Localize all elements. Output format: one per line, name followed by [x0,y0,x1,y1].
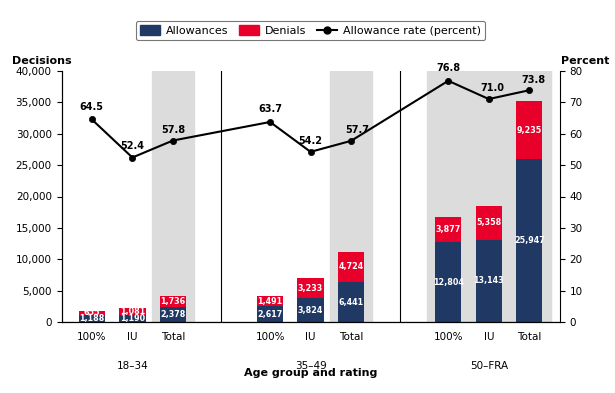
Text: 12,804: 12,804 [433,277,464,286]
Legend: Allowances, Denials, Allowance rate (percent): Allowances, Denials, Allowance rate (per… [136,21,485,40]
Text: 50–FRA: 50–FRA [470,361,508,371]
Bar [330,71,372,322]
Bar [257,296,284,306]
Text: 1,188: 1,188 [79,314,105,323]
Text: 6,441: 6,441 [338,298,363,307]
Text: 25,947: 25,947 [514,236,545,245]
Bar [475,206,502,240]
Text: 76.8: 76.8 [436,63,461,73]
Bar [435,242,461,322]
Text: 73.8: 73.8 [522,75,546,84]
Text: 3,824: 3,824 [298,306,323,315]
Bar [119,308,146,315]
Bar [79,315,105,322]
Text: 2,378: 2,378 [160,310,186,319]
Text: 5,358: 5,358 [476,218,501,227]
Text: Age group and rating: Age group and rating [244,367,377,378]
Text: 54.2: 54.2 [298,136,323,146]
Text: Percent: Percent [561,56,609,66]
Bar [79,311,105,315]
Bar [298,298,323,322]
Bar [435,217,461,242]
Bar [257,306,284,322]
Text: 3,877: 3,877 [435,225,461,234]
Text: 52.4: 52.4 [121,141,145,151]
Text: 9,235: 9,235 [517,126,542,134]
Bar [152,71,194,322]
Text: 1,736: 1,736 [161,298,186,307]
Text: 1,491: 1,491 [258,297,283,306]
Text: 655: 655 [84,308,100,317]
Bar [160,296,186,307]
Bar [516,159,542,322]
Bar [338,252,364,282]
Bar [338,282,364,322]
Text: 57.8: 57.8 [161,125,185,135]
Text: 35–49: 35–49 [295,361,327,371]
Bar [427,71,550,322]
Text: Decisions: Decisions [12,56,71,66]
Text: 63.7: 63.7 [258,105,282,114]
Bar [119,315,146,322]
Text: 71.0: 71.0 [481,83,505,94]
Text: 4,724: 4,724 [338,263,363,272]
Text: 18–34: 18–34 [116,361,148,371]
Text: 2,617: 2,617 [258,310,283,319]
Text: 13,143: 13,143 [474,276,504,285]
Text: 3,233: 3,233 [298,284,323,292]
Text: 57.7: 57.7 [345,125,369,135]
Text: 64.5: 64.5 [80,102,104,112]
Bar [298,278,323,298]
Bar [516,101,542,159]
Bar [475,240,502,322]
Bar [160,307,186,322]
Text: 1,190: 1,190 [120,314,145,323]
Text: 1,081: 1,081 [120,307,145,316]
